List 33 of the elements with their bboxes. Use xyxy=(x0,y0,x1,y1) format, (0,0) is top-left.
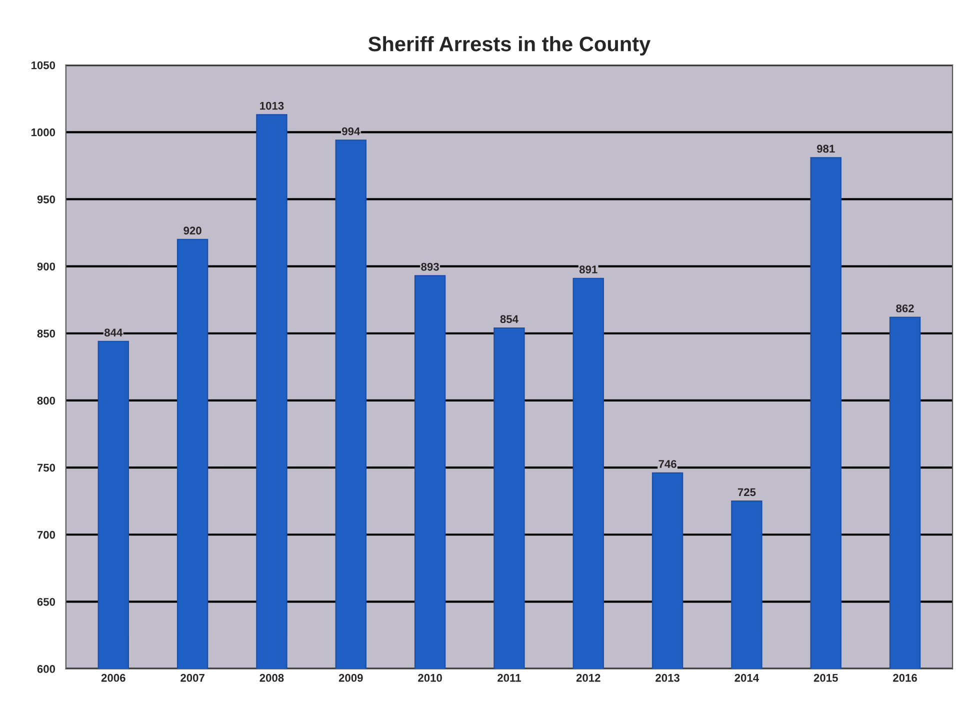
y-tick-label: 1050 xyxy=(31,61,56,70)
data-label: 920 xyxy=(184,226,202,234)
y-tick-label: 650 xyxy=(37,598,56,606)
y-tick-label: 800 xyxy=(37,396,56,405)
data-label: 844 xyxy=(104,328,123,336)
x-tick-label: 2007 xyxy=(180,674,204,682)
y-tick-label: 1000 xyxy=(31,128,56,136)
y-tick-label: 900 xyxy=(37,262,56,270)
x-tick-label: 2016 xyxy=(893,674,917,682)
y-tick-label: 600 xyxy=(37,665,56,673)
x-tick-label: 2008 xyxy=(260,674,284,682)
x-tick-label: 2009 xyxy=(338,674,363,682)
chart-title: Sheriff Arrests in the County xyxy=(368,36,651,56)
data-label: 893 xyxy=(421,262,439,271)
data-label: 725 xyxy=(738,488,756,496)
data-label: 994 xyxy=(342,127,360,136)
x-tick-label: 2012 xyxy=(576,674,600,682)
data-label: 891 xyxy=(579,266,598,274)
x-tick-label: 2011 xyxy=(498,674,521,682)
x-tick-label: 2014 xyxy=(734,674,759,682)
y-tick-label: 850 xyxy=(37,330,56,338)
x-tick-label: 2010 xyxy=(418,674,442,682)
x-tick-label: 2015 xyxy=(814,674,838,682)
x-tick-label: 2013 xyxy=(656,674,680,682)
y-tick-label: 700 xyxy=(37,530,56,539)
data-label: 854 xyxy=(500,315,518,324)
y-tick-label: 950 xyxy=(37,195,56,204)
y-tick-label: 750 xyxy=(37,464,56,472)
data-label: 1013 xyxy=(260,102,284,110)
data-label: 746 xyxy=(658,460,676,468)
x-tick-label: 2006 xyxy=(101,674,126,682)
data-label: 981 xyxy=(816,144,835,153)
data-label: 862 xyxy=(896,304,914,312)
